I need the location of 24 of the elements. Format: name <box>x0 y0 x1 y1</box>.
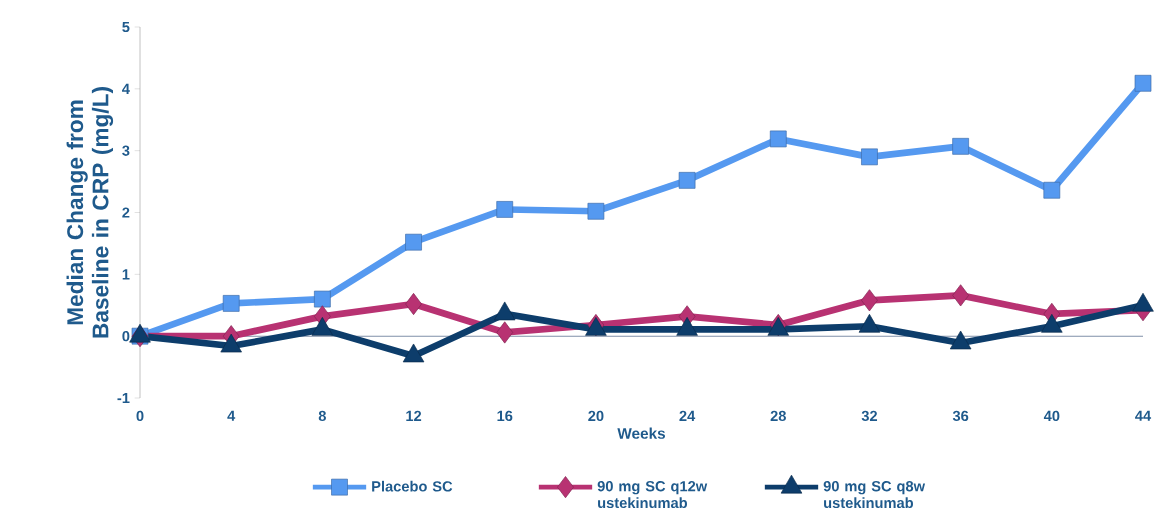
y-tick-label: 1 <box>122 269 130 280</box>
x-tick-label: 8 <box>318 410 326 422</box>
x-tick-label: 36 <box>952 410 969 422</box>
x-tick-label: 44 <box>1135 410 1152 421</box>
x-tick-label: 20 <box>588 410 604 422</box>
y-tick-label: 4 <box>122 83 130 94</box>
x-axis-title: Weeks <box>617 427 666 439</box>
y-axis-title: Median Change from Baseline in CRP (mg/L) <box>66 87 114 338</box>
x-tick-label: 12 <box>406 410 422 421</box>
x-tick-label: 4 <box>227 410 236 421</box>
legend-label: 90 mg SC q8w ustekinumab <box>823 481 926 509</box>
x-tick-label: 40 <box>1043 410 1060 422</box>
y-tick-label: 3 <box>122 145 130 156</box>
y-tick-label: -1 <box>117 392 130 404</box>
x-tick-label: 28 <box>770 410 786 422</box>
legend-label: 90 mg SC q12w ustekinumab <box>597 481 708 509</box>
x-tick-label: 32 <box>861 410 878 422</box>
x-tick-label: 16 <box>497 410 513 422</box>
x-tick-label: 0 <box>136 410 144 422</box>
y-tick-label: 0 <box>122 330 130 342</box>
y-tick-label: 5 <box>122 21 130 33</box>
x-tick-label: 24 <box>679 410 696 421</box>
legend-label: Placebo SC <box>372 480 453 492</box>
y-tick-label: 2 <box>122 207 130 218</box>
